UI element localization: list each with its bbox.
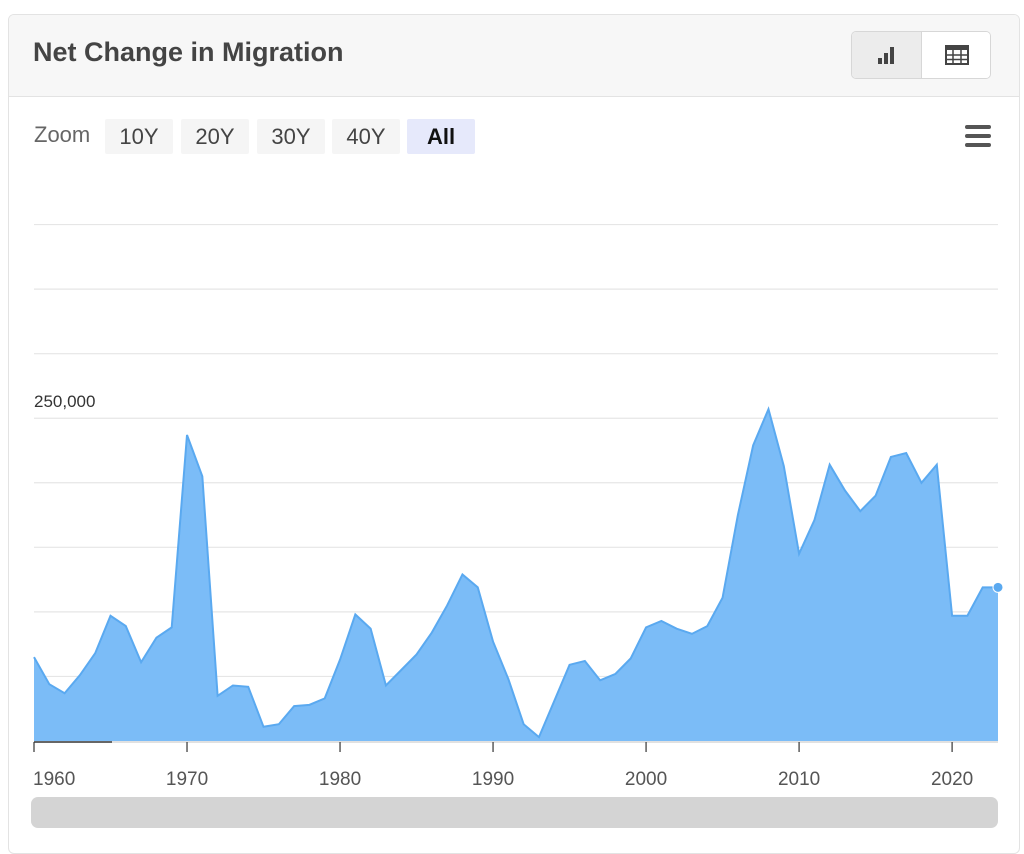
x-tick-label-2020: 2020: [931, 769, 973, 790]
x-tick-label-2010: 2010: [778, 769, 820, 790]
x-tick-label-2000: 2000: [625, 769, 667, 790]
x-tick-label-1980: 1980: [319, 769, 361, 790]
navigator-scrollbar[interactable]: [31, 797, 998, 828]
x-tick-label-1990: 1990: [472, 769, 514, 790]
area-fill: [34, 409, 998, 741]
x-tick-label-1960: 1960: [33, 769, 75, 790]
plot-area: [34, 409, 1003, 741]
y-tick-label: 250,000: [34, 392, 95, 411]
navigator: [31, 797, 998, 828]
last-point-marker: [993, 582, 1003, 592]
x-axis: [34, 742, 998, 752]
x-tick-label-1970: 1970: [166, 769, 208, 790]
